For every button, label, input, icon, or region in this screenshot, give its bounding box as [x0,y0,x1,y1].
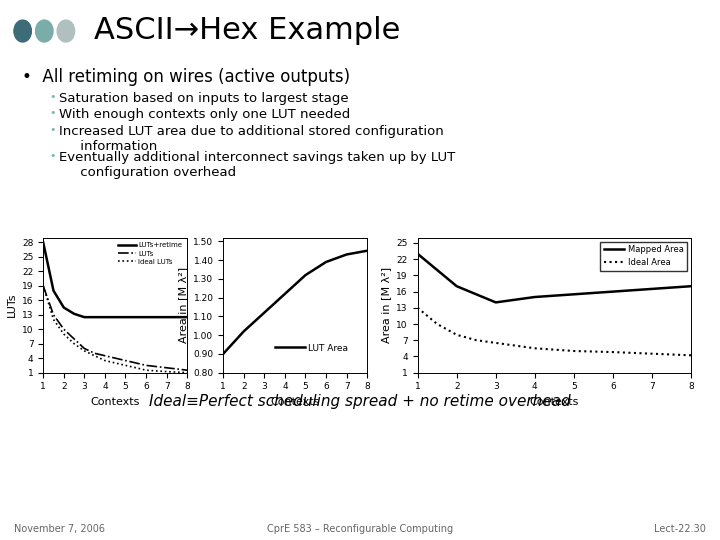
Text: •: • [49,151,55,161]
X-axis label: Contexts: Contexts [530,397,579,407]
Text: Lect-22.30: Lect-22.30 [654,523,706,534]
Text: •: • [49,108,55,118]
Text: Eventually additional interconnect savings taken up by LUT
     configuration ov: Eventually additional interconnect savin… [59,151,455,179]
Y-axis label: Area in [M λ²]: Area in [M λ²] [381,267,391,343]
Text: Saturation based on inputs to largest stage: Saturation based on inputs to largest st… [59,92,348,105]
Text: CprE 583 – Reconfigurable Computing: CprE 583 – Reconfigurable Computing [267,523,453,534]
Y-axis label: LUTs: LUTs [6,293,17,318]
X-axis label: Contexts: Contexts [91,397,140,407]
Legend: LUTs+retime, LUTs, Ideal LUTs: LUTs+retime, LUTs, Ideal LUTs [117,241,184,266]
Text: With enough contexts only one LUT needed: With enough contexts only one LUT needed [59,108,351,121]
Y-axis label: Area in [M λ²]: Area in [M λ²] [178,267,188,343]
Text: LUT Area: LUT Area [307,344,348,353]
X-axis label: Contexts: Contexts [271,397,320,407]
Circle shape [35,20,53,42]
Text: Ideal≡Perfect scheduling spread + no retime overhead: Ideal≡Perfect scheduling spread + no ret… [149,394,571,409]
Circle shape [14,20,32,42]
Text: •  All retiming on wires (active outputs): • All retiming on wires (active outputs) [22,68,350,85]
Text: ASCII→Hex Example: ASCII→Hex Example [94,16,400,45]
Text: November 7, 2006: November 7, 2006 [14,523,105,534]
Text: •: • [49,92,55,102]
Text: •: • [49,125,55,136]
Circle shape [57,20,75,42]
Text: Increased LUT area due to additional stored configuration
     information: Increased LUT area due to additional sto… [59,125,444,153]
Legend: Mapped Area, Ideal Area: Mapped Area, Ideal Area [600,242,687,271]
